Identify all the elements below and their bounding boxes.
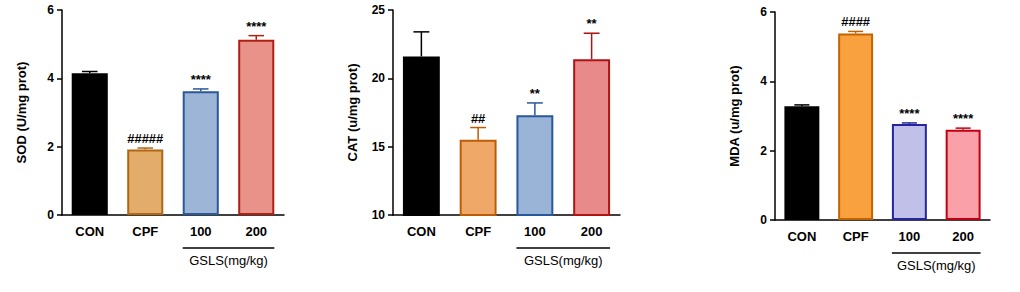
svg-text:CPF: CPF bbox=[465, 224, 491, 239]
svg-text:200: 200 bbox=[581, 224, 603, 239]
svg-text:GSLS(mg/kg): GSLS(mg/kg) bbox=[897, 258, 976, 273]
svg-text:2: 2 bbox=[760, 144, 767, 158]
svg-text:100: 100 bbox=[524, 224, 546, 239]
svg-text:CPF: CPF bbox=[132, 224, 158, 239]
svg-text:0: 0 bbox=[760, 213, 767, 227]
svg-text:GSLS(mg/kg): GSLS(mg/kg) bbox=[189, 253, 268, 268]
svg-text:CPF: CPF bbox=[843, 229, 869, 244]
svg-text:****: **** bbox=[953, 111, 974, 126]
svg-text:6: 6 bbox=[760, 5, 767, 19]
svg-text:CON: CON bbox=[407, 224, 436, 239]
svg-text:CON: CON bbox=[787, 229, 816, 244]
svg-text:25: 25 bbox=[372, 3, 386, 17]
svg-text:****: **** bbox=[899, 106, 920, 121]
svg-text:#####: ##### bbox=[127, 131, 164, 146]
svg-text:4: 4 bbox=[47, 71, 54, 85]
svg-text:20: 20 bbox=[372, 71, 386, 85]
svg-text:****: **** bbox=[191, 72, 212, 87]
svg-text:4: 4 bbox=[760, 74, 767, 88]
svg-text:200: 200 bbox=[245, 224, 267, 239]
svg-text:2: 2 bbox=[47, 140, 54, 154]
svg-text:10: 10 bbox=[372, 208, 386, 222]
svg-text:100: 100 bbox=[190, 224, 212, 239]
svg-text:SOD (U/mg prot): SOD (U/mg prot) bbox=[14, 62, 29, 164]
svg-text:####: #### bbox=[841, 14, 871, 29]
svg-text:****: **** bbox=[246, 19, 267, 34]
svg-text:200: 200 bbox=[952, 229, 974, 244]
svg-text:**: ** bbox=[587, 16, 598, 31]
svg-text:CON: CON bbox=[75, 224, 104, 239]
svg-text:0: 0 bbox=[47, 208, 54, 222]
svg-text:6: 6 bbox=[47, 3, 54, 17]
svg-text:100: 100 bbox=[899, 229, 921, 244]
svg-text:15: 15 bbox=[372, 140, 386, 154]
svg-text:MDA (u/mg prot): MDA (u/mg prot) bbox=[727, 65, 742, 166]
svg-text:##: ## bbox=[471, 111, 486, 126]
svg-text:**: ** bbox=[530, 86, 541, 101]
svg-text:GSLS(mg/kg): GSLS(mg/kg) bbox=[524, 253, 603, 268]
svg-text:CAT (u/mg prot): CAT (u/mg prot) bbox=[345, 64, 360, 162]
